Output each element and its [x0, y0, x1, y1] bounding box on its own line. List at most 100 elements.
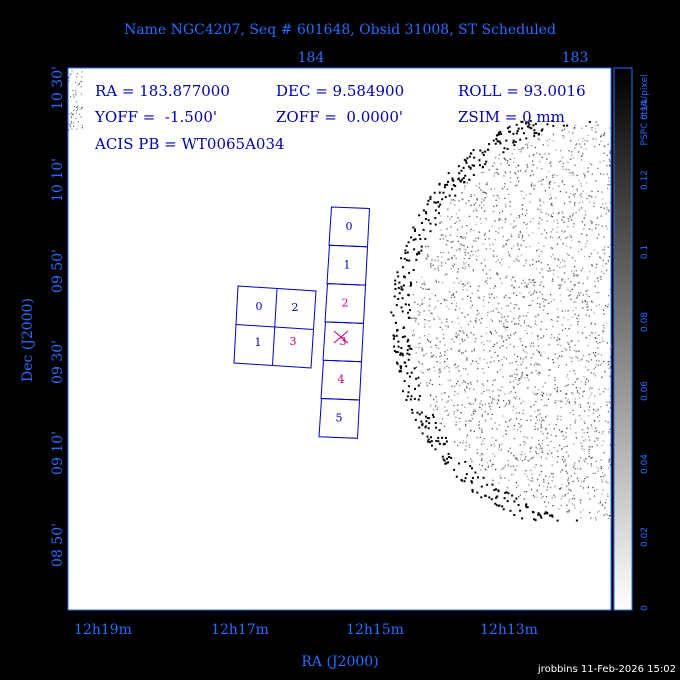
pixel — [567, 319, 569, 321]
pixel — [492, 243, 494, 246]
pixel — [480, 459, 483, 461]
pixel — [563, 216, 565, 218]
pixel — [518, 423, 520, 425]
pixel — [558, 185, 560, 187]
pixel — [564, 347, 566, 349]
pixel — [553, 174, 555, 176]
pixel — [431, 413, 434, 416]
pixel — [495, 205, 498, 207]
pixel — [597, 437, 600, 440]
pixel — [481, 453, 483, 455]
pixel — [518, 248, 520, 250]
pixel — [580, 292, 582, 294]
pixel — [495, 307, 497, 310]
pixel — [458, 329, 461, 332]
pixel — [403, 257, 406, 260]
pixel — [509, 343, 511, 345]
pixel — [552, 124, 555, 127]
pixel — [567, 236, 569, 238]
pixel — [454, 363, 456, 365]
pixel — [473, 240, 475, 242]
pixel — [582, 301, 584, 303]
pixel — [556, 386, 558, 389]
pixel — [561, 483, 563, 485]
pixel — [551, 452, 553, 454]
pixel — [561, 324, 563, 326]
pixel — [602, 340, 604, 342]
pixel — [518, 379, 520, 382]
pixel — [480, 400, 482, 402]
pixel — [483, 199, 485, 201]
pixel — [597, 347, 599, 349]
pixel — [533, 154, 535, 156]
pixel — [589, 271, 591, 273]
pixel — [501, 364, 504, 366]
pixel — [477, 367, 479, 370]
pixel — [484, 183, 487, 185]
pixel — [595, 266, 597, 269]
pixel — [590, 463, 592, 465]
pixel — [446, 409, 448, 412]
pixel — [521, 344, 524, 347]
pixel — [408, 259, 411, 262]
pixel — [75, 94, 77, 96]
pixel — [571, 239, 573, 241]
pixel — [460, 326, 462, 329]
pixel — [438, 182, 441, 185]
pixel — [454, 222, 456, 224]
pixel — [478, 187, 481, 189]
pixel — [580, 457, 582, 459]
pixel — [506, 239, 508, 242]
pixel — [594, 332, 596, 334]
pixel — [552, 133, 554, 136]
pixel — [494, 422, 496, 424]
pixel — [509, 310, 512, 312]
pixel — [436, 400, 438, 403]
pixel — [564, 494, 567, 496]
pixel — [461, 338, 463, 340]
colorbar — [613, 67, 633, 611]
pixel — [543, 335, 545, 337]
pixel — [473, 350, 475, 352]
pixel — [509, 509, 512, 512]
pixel — [524, 357, 526, 359]
pixel — [574, 274, 576, 276]
pixel — [400, 288, 403, 291]
pixel — [539, 153, 541, 155]
pixel — [539, 209, 541, 211]
pixel — [561, 230, 563, 232]
pixel — [493, 297, 495, 299]
pixel — [496, 402, 499, 405]
pixel — [500, 219, 502, 221]
pixel — [439, 355, 441, 358]
pixel — [560, 300, 562, 302]
pixel — [508, 239, 510, 241]
pixel — [461, 244, 463, 246]
pixel — [570, 324, 572, 326]
pixel — [605, 269, 608, 272]
pixel — [525, 169, 527, 171]
pixel — [460, 169, 463, 172]
pixel — [601, 133, 603, 136]
pixel — [524, 453, 526, 455]
pixel — [503, 157, 505, 159]
pixel — [492, 310, 494, 312]
pixel — [543, 419, 545, 422]
pixel — [544, 190, 546, 192]
pixel — [523, 315, 525, 317]
pixel — [518, 377, 520, 380]
pixel — [510, 233, 512, 236]
pixel — [607, 305, 609, 308]
pixel — [488, 301, 490, 304]
bottom-tick: 12h15m — [346, 622, 404, 638]
pixel — [595, 460, 597, 462]
pixel — [580, 155, 582, 157]
pixel — [574, 422, 576, 424]
pixel — [499, 142, 502, 145]
pixel — [526, 286, 528, 288]
pixel — [405, 365, 408, 368]
pixel — [488, 230, 490, 232]
pixel — [474, 250, 477, 253]
pixel — [571, 392, 573, 394]
